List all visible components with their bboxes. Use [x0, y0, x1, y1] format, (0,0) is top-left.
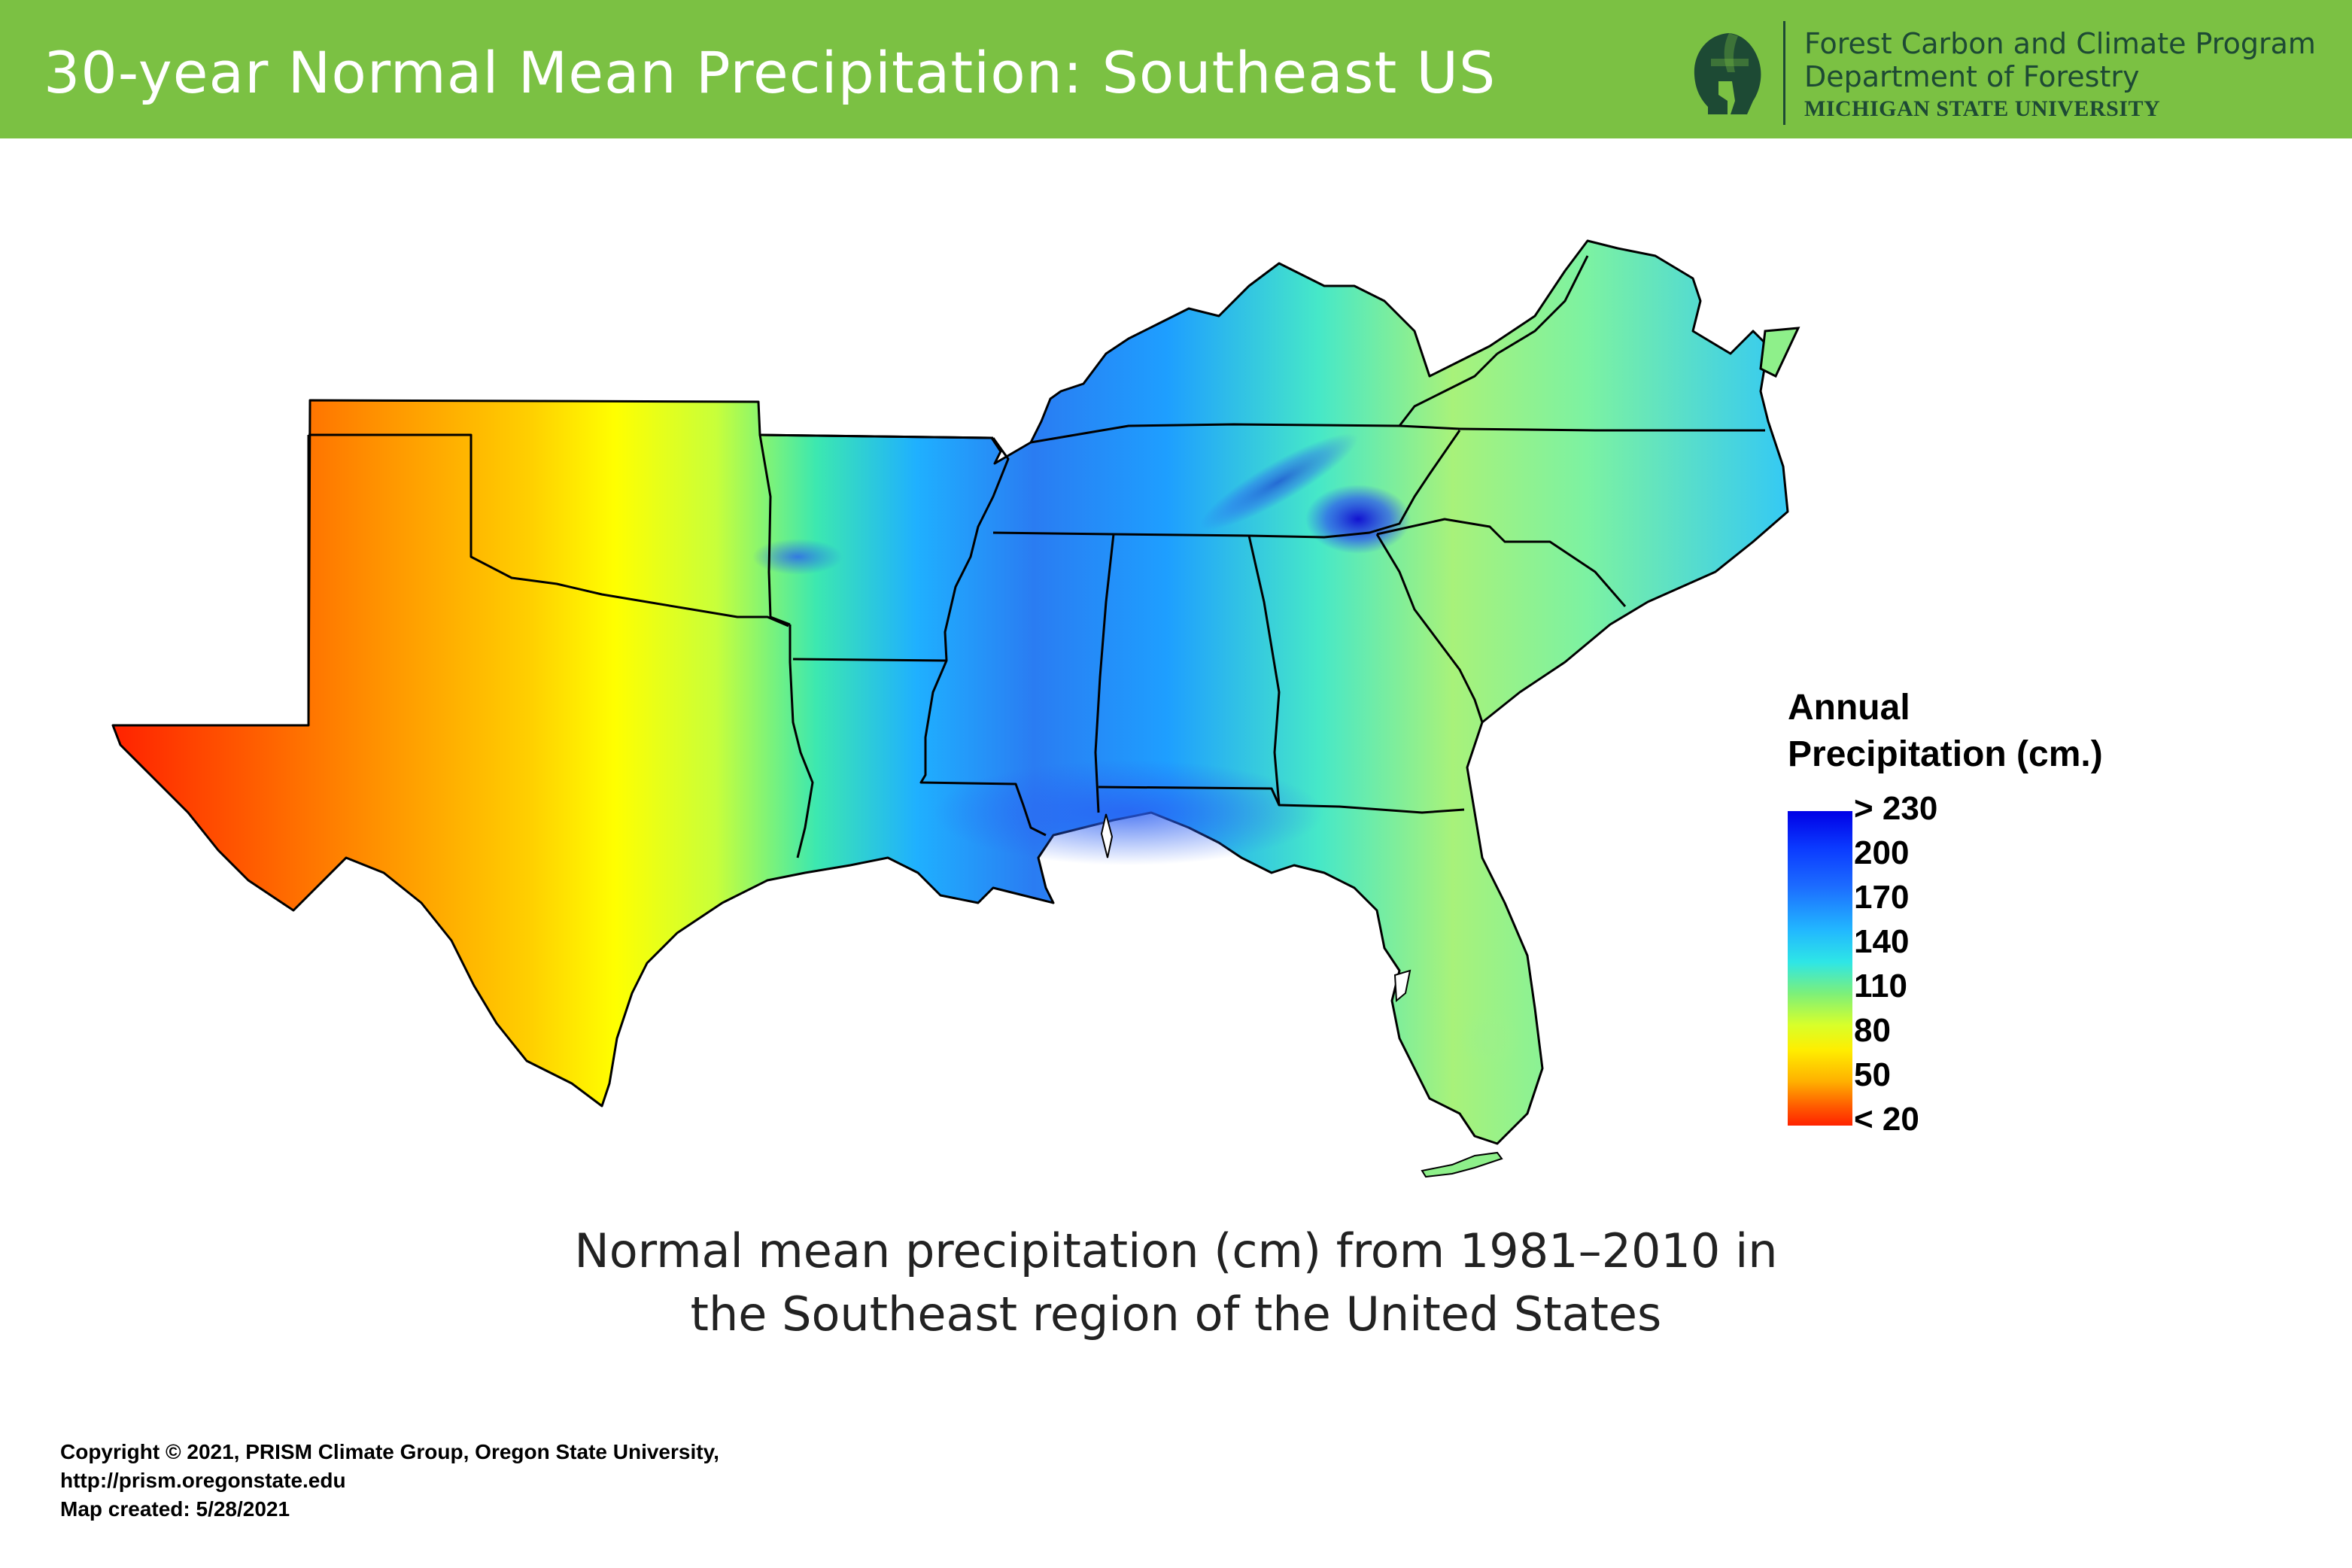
- arkansas-high-precip: [752, 539, 843, 575]
- oklahoma-arkansas-border: [758, 434, 791, 626]
- florida-keys: [1421, 1151, 1503, 1178]
- southeast-us-map-svg: [111, 239, 1800, 1178]
- legend-label: 110: [1854, 968, 1907, 1004]
- arkansas-missouri-border: [759, 433, 994, 439]
- spartan-helmet-icon: [1694, 33, 1761, 114]
- department-name: Department of Forestry: [1804, 60, 2140, 93]
- map-fill-layer: [111, 239, 1800, 1178]
- map-created-date: Map created: 5/28/2021: [60, 1497, 290, 1521]
- legend-title: Annual Precipitation (cm.): [1788, 685, 2179, 778]
- org-logo-block: Forest Carbon and Climate Program Depart…: [1685, 21, 2332, 126]
- tennessee-south-border: [992, 430, 1461, 539]
- texas-oklahoma-border: [308, 433, 789, 628]
- page-title: 30-year Normal Mean Precipitation: South…: [44, 39, 1497, 106]
- legend-label: 80: [1854, 1012, 1891, 1049]
- north-carolina-virginia-border: [1459, 427, 1765, 432]
- florida-dry-pocket: [1460, 1008, 1520, 1068]
- legend-label: > 230: [1854, 790, 1938, 827]
- kentucky-virginia-border: [1398, 352, 1499, 427]
- mobile-bay: [1100, 813, 1114, 858]
- copyright-text: Copyright © 2021, PRISM Climate Group, O…: [60, 1440, 719, 1463]
- university-name: MICHIGAN STATE UNIVERSITY: [1804, 96, 2161, 121]
- alabama-florida-border: [1098, 786, 1465, 814]
- delmarva-peninsula: [1759, 327, 1800, 378]
- caption-line2: the Southeast region of the United State…: [690, 1287, 1662, 1342]
- tennessee-kentucky-border: [1030, 423, 1460, 444]
- gulf-coast-high-precip: [933, 760, 1324, 865]
- program-name: Forest Carbon and Climate Program: [1804, 27, 2316, 60]
- georgia-south-carolina-border: [1375, 533, 1484, 723]
- arkansas-louisiana-border: [792, 658, 947, 662]
- legend-title-line1: Annual: [1788, 688, 1910, 728]
- legend-label: 200: [1854, 834, 1910, 871]
- precipitation-map: [105, 218, 1821, 1204]
- texas-louisiana-border: [789, 624, 814, 858]
- logo-divider: [1783, 21, 1785, 125]
- mississippi-alabama-border: [1094, 533, 1115, 813]
- alabama-georgia-border: [1247, 535, 1281, 806]
- virginia-west-virginia-border: [1497, 255, 1589, 355]
- region-outline: [111, 239, 1789, 1145]
- north-carolina-south-carolina-border: [1376, 518, 1627, 607]
- appalachian-ridge-precip: [1200, 433, 1358, 530]
- legend-title-line2: Precipitation (cm.): [1788, 734, 2103, 774]
- legend-label: 170: [1854, 879, 1910, 916]
- legend-label: < 20: [1854, 1101, 1919, 1138]
- legend-color-bar: [1788, 811, 1852, 1126]
- legend-label: 140: [1854, 923, 1910, 960]
- tampa-bay: [1393, 969, 1412, 1003]
- source-url: http://prism.oregonstate.edu: [60, 1469, 346, 1492]
- header-bar: 30-year Normal Mean Precipitation: South…: [0, 0, 2352, 138]
- appalachian-high-precip: [1305, 485, 1411, 554]
- caption-line1: Normal mean precipitation (cm) from 1981…: [574, 1223, 1778, 1278]
- state-borders: [307, 255, 1765, 858]
- legend: Annual Precipitation (cm.) > 230 200 170…: [1788, 685, 2164, 1151]
- mississippi-river: [919, 437, 1047, 837]
- legend-label: 50: [1854, 1056, 1891, 1093]
